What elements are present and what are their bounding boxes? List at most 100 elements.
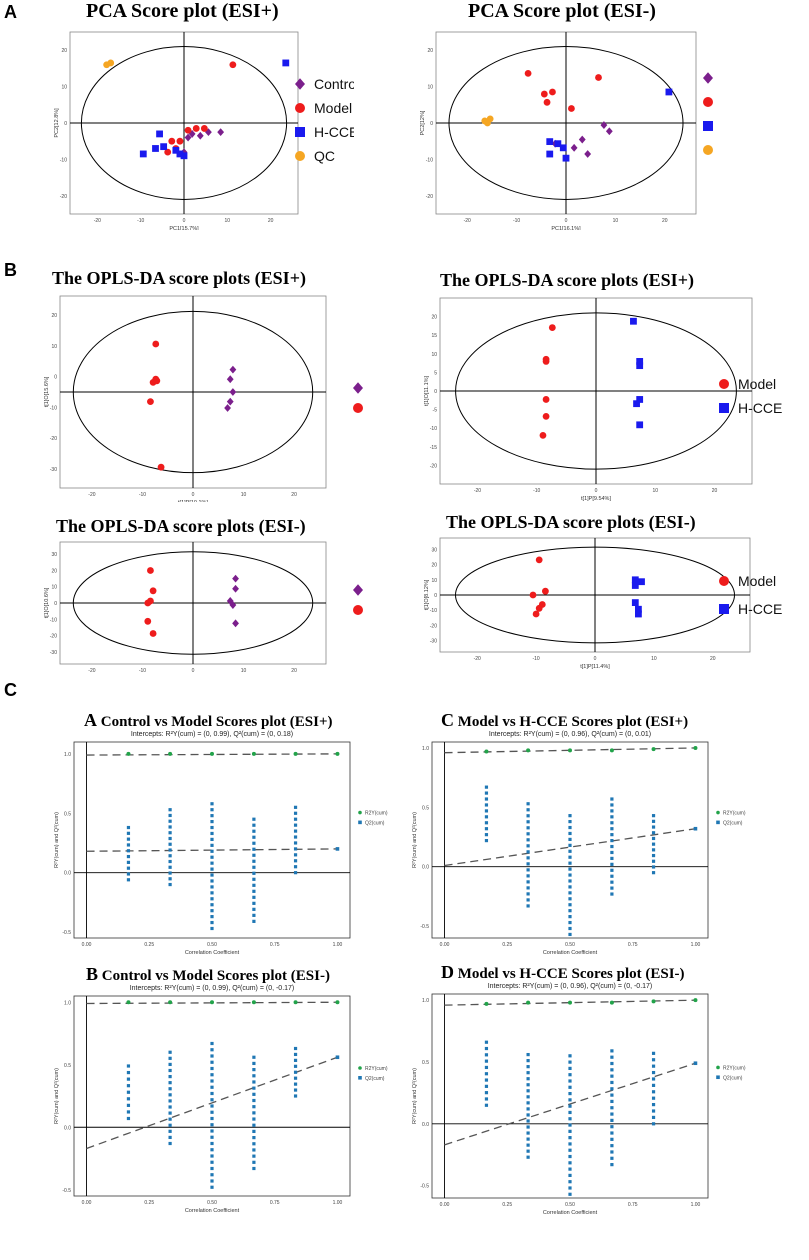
q2-point	[651, 819, 656, 823]
x-tick-label: 0	[183, 218, 186, 224]
q2-point	[210, 849, 214, 853]
perm-d-title: D Model vs H-CCE Scores plot (ESI-)	[441, 962, 685, 983]
q2-point	[210, 1041, 214, 1046]
q2-point	[293, 1058, 298, 1062]
point-h-cce	[638, 578, 645, 586]
q2-point	[210, 1079, 214, 1083]
point-h-cce	[631, 599, 639, 606]
point-h-cce	[636, 421, 644, 429]
x-tick-label: 0	[595, 488, 598, 494]
q2-point	[293, 823, 298, 827]
q2-point	[210, 1166, 214, 1171]
q2-point	[210, 873, 214, 877]
point-h-cce	[636, 362, 644, 370]
point-qc	[481, 117, 489, 125]
point-control	[205, 128, 212, 137]
q2-point	[252, 1105, 256, 1109]
q2-point	[210, 903, 214, 907]
opls-pos-2-title: The OPLS-DA score plots (ESI+)	[440, 270, 694, 290]
q2-point	[610, 1068, 614, 1072]
x-tick-label: 1.00	[333, 1200, 343, 1206]
x-tick-label: 0.00	[440, 942, 450, 948]
point-model	[542, 412, 550, 420]
q2-point	[210, 1085, 214, 1089]
y-tick-label: 0	[430, 121, 433, 127]
point-model	[149, 630, 157, 637]
y-tick-label: 30	[51, 552, 57, 558]
legend-label-q2: Q2(cum)	[365, 821, 385, 827]
x-tick-label: -20	[474, 656, 481, 662]
point-control	[232, 584, 239, 593]
y-tick-label: 20	[61, 48, 67, 54]
opls-pos-model-hcce-chart: -20 -10 0 10 20 20 15 10 5 0 -5 -10 -15 -20 t[1]P[9.54…	[424, 297, 782, 502]
point-model	[542, 396, 550, 403]
legend-label-model: Model	[738, 376, 776, 392]
q2-point	[526, 1155, 530, 1159]
q2-point	[252, 817, 256, 821]
r2-point	[168, 751, 173, 756]
x-tick-label: 0.25	[502, 1202, 512, 1208]
q2-point	[210, 1091, 214, 1096]
intercepts-text: Intercepts: R²Y(cum) = (0, 0.99), Q²(cum…	[131, 731, 293, 738]
x-tick-label: 0.75	[270, 942, 280, 948]
point-model	[535, 556, 543, 564]
q2-point	[568, 819, 572, 824]
r2-point	[293, 1000, 298, 1005]
y-axis-label: R²Y(cum) and Q²(cum)	[54, 812, 60, 868]
x-tick-label: 10	[225, 218, 231, 224]
legend-label-r2: R2Y(cum)	[365, 811, 388, 817]
q2-point	[610, 1074, 614, 1078]
legend-label-model: Model	[314, 100, 352, 116]
q2-point	[568, 867, 572, 871]
q2-point	[126, 1097, 131, 1101]
q2-point	[293, 871, 298, 875]
q2-point	[526, 904, 530, 908]
q2-point	[210, 1141, 214, 1146]
q2-point	[526, 1095, 530, 1099]
q2-point	[126, 860, 131, 864]
point-model	[147, 398, 154, 405]
plot-frame	[73, 741, 351, 939]
q2-point	[610, 844, 614, 849]
q2-regression-line	[444, 828, 696, 867]
x-axis-label: Correlation Coefficient	[185, 1208, 240, 1214]
q2-point	[252, 859, 256, 863]
point-h-cce	[176, 150, 184, 158]
x-axis-label: Correlation Coefficient	[543, 1210, 598, 1214]
y-tick-label: -0.5	[62, 930, 71, 936]
opls-neg-ctrl-model-chart: -20-10010203020100-10-20-30t[1]P[13.2%]t…	[44, 541, 363, 674]
point-model	[176, 137, 184, 145]
y-tick-label: -10	[50, 617, 57, 623]
q2-point	[568, 915, 572, 919]
q2-point	[610, 850, 614, 855]
y-tick-label: 1.0	[422, 746, 429, 752]
q2-point	[526, 1071, 530, 1075]
q2-point	[526, 1149, 530, 1153]
q2-point	[526, 856, 530, 860]
x-tick-label: 20	[712, 488, 718, 494]
q2-point	[651, 859, 656, 863]
point-h-cce	[631, 582, 639, 589]
q2-point	[210, 1104, 214, 1108]
q2-point	[168, 1087, 172, 1091]
point-model	[229, 61, 237, 69]
q2-point	[568, 1098, 572, 1102]
q2-point	[568, 1060, 572, 1064]
q2-point	[293, 853, 298, 857]
x-tick-label: -10	[139, 492, 146, 498]
point-h-cce	[152, 145, 159, 152]
x-tick-label: 0.50	[207, 942, 217, 948]
q2-point	[526, 808, 530, 812]
q2-point	[252, 901, 256, 905]
q2-point	[484, 809, 489, 813]
q2-point	[126, 872, 131, 876]
q2-point	[568, 879, 572, 883]
y-tick-label: -20	[50, 634, 57, 640]
opls-pos-ctrl-model-chart: -20 -10 0 10 20 20 10 0 -10 -20 -30 t[1]P[10.1%] t[1…	[44, 295, 363, 502]
y-tick-label: -20	[430, 623, 437, 629]
legend-label-qc: QC	[314, 148, 335, 164]
q2-point	[568, 1148, 572, 1152]
r2-point	[484, 1001, 489, 1006]
q2-point	[610, 868, 614, 872]
q2-point	[210, 891, 214, 895]
